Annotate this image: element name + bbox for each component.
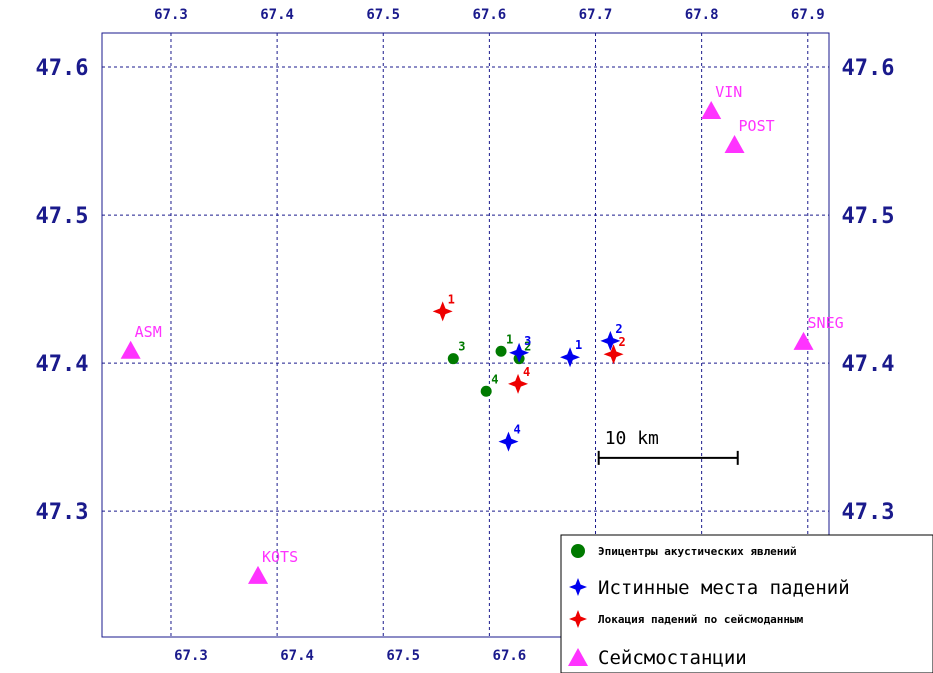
seismic-location-point [508,373,529,394]
grid [102,33,829,637]
epicenter-label: 1 [506,332,513,346]
epicenter-point [447,353,459,365]
y-tick-label-left: 47.6 [36,56,89,81]
true-impact-point [509,342,530,363]
legend-station-icon [568,648,588,666]
epicenter-point [480,385,492,397]
x-tick-label-top: 67.4 [260,7,294,23]
true-impact-label: 3 [524,334,531,348]
station-triangle [701,100,722,119]
legend-entry-label: Локация падений по сейсмоданным [598,613,804,626]
seismic-location-label: 2 [619,335,626,349]
epicenter-label: 2 [524,340,531,354]
y-tick-label-right: 47.6 [842,56,895,81]
legend-epicenter-icon [571,544,585,558]
true-impact-label: 4 [513,423,520,437]
x-tick-label-top: 67.6 [473,7,507,23]
y-tick-label-left: 47.4 [36,352,89,377]
epicenter-label: 3 [458,340,465,354]
tick-labels: 67.367.367.467.467.567.567.667.667.767.7… [36,7,895,664]
x-tick-label-top: 67.3 [154,7,188,23]
seismic-location-point [432,301,453,322]
x-tick-label-top: 67.9 [791,7,825,23]
scale-bar-label: 10 km [605,428,659,449]
station-triangle [120,340,141,359]
true-impact-point [560,347,581,368]
station-label: VIN [715,83,742,101]
legend: Эпицентры акустических явлений Истинные м… [560,534,933,673]
y-tick-label-left: 47.3 [36,500,89,525]
legend-entry-label: Истинные места падений [598,577,850,599]
legend-seismic-location-icon [569,610,587,628]
y-tick-label-left: 47.5 [36,204,89,229]
legend-entry-label: Эпицентры акустических явлений [598,545,797,558]
x-tick-label-top: 67.8 [685,7,719,23]
station-triangle [724,135,745,154]
true-impact-label: 2 [615,322,622,336]
x-tick-label-bottom: 67.5 [386,648,420,664]
legend-box [560,534,933,673]
epicenter-point [495,345,507,357]
station-label: POST [739,117,775,135]
station-triangle [248,565,269,584]
station-label: KOTS [262,548,298,566]
true-impact-point [600,330,621,351]
x-tick-label-top: 67.5 [366,7,400,23]
legend-entry-label: Сейсмостанции [598,647,747,669]
station-label: SNEG [808,314,844,332]
seismic-location-point [603,344,624,365]
station-triangle [793,331,814,350]
legend-true-impact-icon [569,578,587,596]
true-impact-point [498,431,519,452]
y-tick-label-right: 47.3 [842,500,895,525]
x-tick-label-bottom: 67.4 [280,648,314,664]
seismic-location-label: 1 [448,292,455,306]
true-impact-label: 1 [575,338,582,352]
scale-bar: 10 km [597,428,739,465]
station-label: ASM [135,323,162,341]
seismic-location-label: 4 [523,365,530,379]
x-tick-label-bottom: 67.3 [174,648,208,664]
y-tick-label-right: 47.5 [842,204,895,229]
epicenter-label: 4 [491,372,498,386]
x-tick-label-bottom: 67.6 [493,648,527,664]
y-tick-label-right: 47.4 [842,352,895,377]
x-tick-label-top: 67.7 [579,7,613,23]
